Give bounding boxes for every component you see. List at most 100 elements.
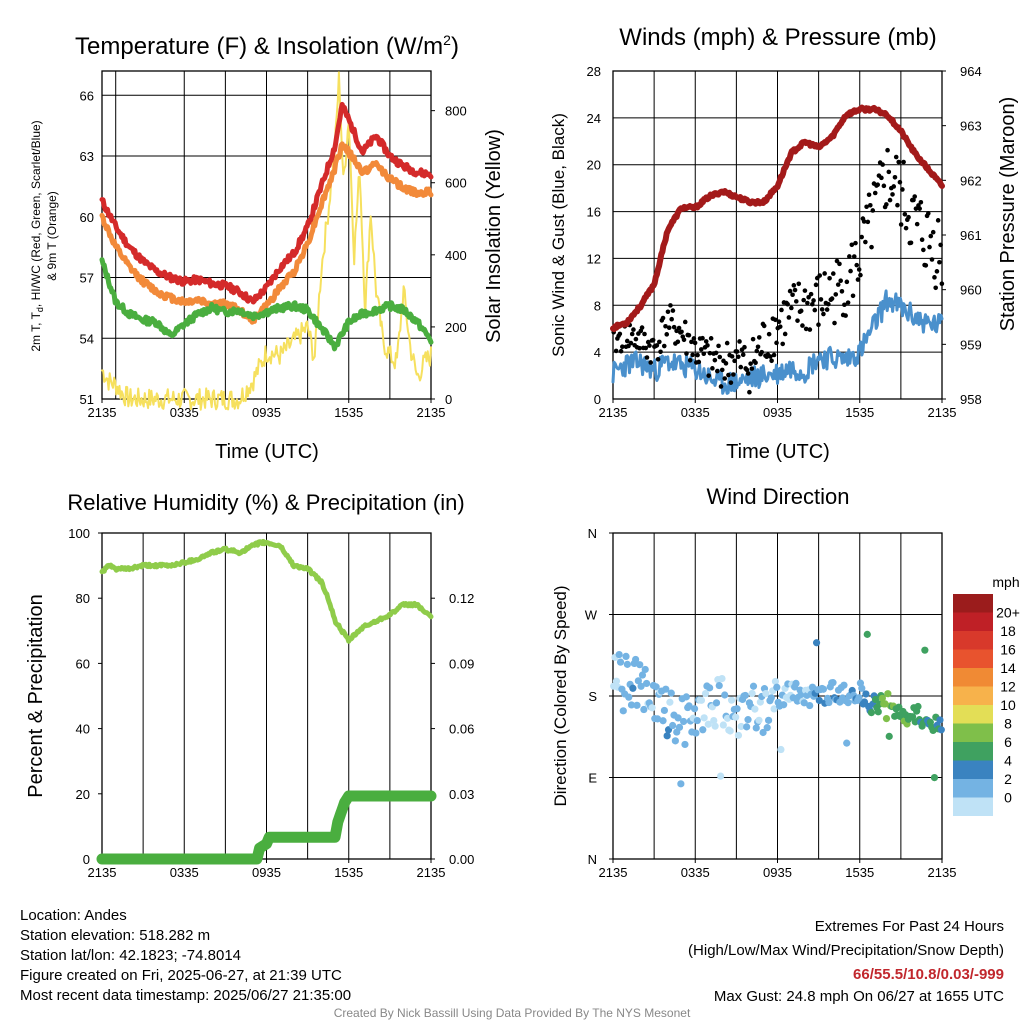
direction-point [692, 729, 700, 737]
y-tick-label: 28 [587, 64, 601, 79]
legend-swatch [953, 742, 993, 761]
wind-direction-chart-title: Wind Direction [706, 484, 849, 509]
precipitation-line [96, 790, 437, 865]
gust-point [761, 323, 767, 329]
gust-point [637, 345, 642, 351]
y-tick-label: 63 [80, 149, 94, 164]
legend-label: 18 [1000, 623, 1016, 639]
gust-point [879, 175, 884, 181]
direction-point [732, 713, 740, 721]
direction-point [825, 698, 833, 707]
gust-point [737, 339, 742, 344]
gust-point [679, 329, 684, 335]
x-tick-label: 0935 [763, 865, 792, 880]
humidity-chart-title: Relative Humidity (%) & Precipitation (i… [67, 490, 464, 515]
gust-point [644, 355, 650, 360]
direction-point [770, 705, 778, 713]
y-tick-label: 60 [76, 656, 90, 671]
gust-point [670, 308, 676, 313]
gust-point [774, 340, 779, 346]
gust-point [671, 324, 677, 330]
gust-point [849, 242, 855, 248]
legend-swatch [953, 649, 993, 668]
direction-point [808, 683, 817, 691]
y-tick-label: W [585, 608, 598, 623]
direction-point [642, 679, 651, 688]
y-tick-label: 60 [80, 210, 94, 225]
gust-point [658, 349, 663, 355]
y-tick-label: 12 [587, 251, 601, 266]
y-tick-label: 16 [587, 205, 601, 220]
gust-point [750, 336, 756, 342]
gust-point [900, 187, 905, 192]
gust-point [859, 234, 864, 240]
gust-point [803, 326, 809, 332]
gust-point [792, 287, 798, 293]
direction-point [629, 684, 637, 692]
x-tick-label: 0335 [681, 405, 710, 420]
gust-point [886, 169, 892, 175]
recent-data-text: Most recent data timestamp: 2025/06/27 2… [20, 987, 352, 1004]
direction-point [706, 684, 714, 692]
x-tick-label: 2135 [88, 865, 117, 880]
legend-swatch [953, 594, 993, 613]
gust-point [807, 327, 813, 332]
gust-point [654, 343, 660, 348]
gust-point [930, 229, 936, 235]
x-tick-label: 0335 [170, 405, 199, 420]
direction-point [636, 661, 644, 669]
gust-point [682, 319, 688, 325]
y-tick-label: N [588, 526, 597, 541]
direction-point [700, 714, 708, 722]
gust-point [696, 359, 702, 365]
gust-point [744, 367, 750, 373]
direction-point [612, 677, 621, 685]
direction-point [844, 699, 852, 707]
y2-tick-label: 964 [960, 64, 982, 79]
direction-point [840, 681, 848, 689]
gust-point [676, 325, 682, 331]
gust-point [722, 376, 728, 381]
gust-point [837, 261, 842, 267]
direction-point [666, 698, 674, 706]
station-pressure-line [610, 104, 945, 333]
gust-point [717, 354, 723, 360]
y2-tick-label: 963 [960, 119, 982, 134]
gust-point [810, 301, 815, 307]
gust-point [631, 327, 636, 332]
direction-point [648, 704, 656, 712]
direction-point [843, 739, 851, 747]
gust-point [668, 303, 673, 308]
gust-point [892, 174, 898, 180]
gust-point [675, 339, 681, 345]
direction-point [633, 701, 641, 709]
gust-point [759, 349, 765, 355]
y2-tick-label: 0.00 [449, 852, 474, 867]
gust-point [648, 360, 653, 365]
direction-point [697, 696, 706, 704]
direction-point [936, 716, 944, 724]
direction-point [882, 715, 891, 723]
gust-point [666, 325, 672, 331]
gust-point [872, 190, 878, 196]
gust-point [850, 293, 856, 299]
direction-point [800, 699, 808, 707]
gust-point [669, 316, 674, 322]
direction-point [619, 707, 627, 715]
gust-point [719, 367, 725, 373]
y-tick-label: 51 [80, 392, 94, 407]
direction-point [878, 694, 886, 702]
legend-label: 20+ [996, 605, 1020, 621]
y-tick-label: 24 [587, 111, 601, 126]
gust-point [808, 291, 814, 297]
gust-point [921, 247, 926, 253]
gust-point [843, 313, 848, 318]
gust-point [695, 352, 700, 358]
gust-point [684, 351, 689, 356]
gust-point [868, 202, 873, 208]
gust-point [897, 179, 903, 185]
x-tick-label: 1535 [334, 405, 363, 420]
gust-point [895, 202, 900, 208]
gust-point [864, 204, 869, 210]
